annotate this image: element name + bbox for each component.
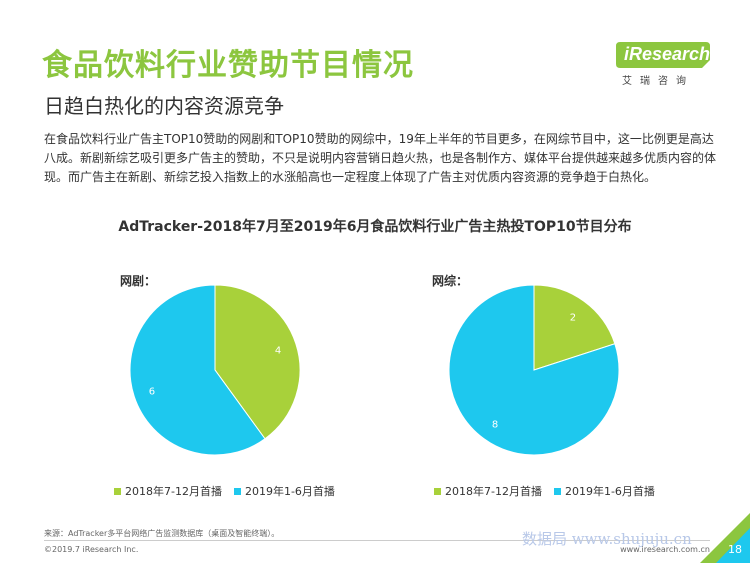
pie-data-label: 2 (570, 312, 576, 323)
pie-slice (448, 284, 620, 456)
legend-web-drama: 2018年7-12月首播 2019年1-6月首播 (114, 483, 335, 499)
legend-item: 2019年1-6月首播 (553, 483, 655, 499)
legend-item: 2018年7-12月首播 (434, 483, 542, 499)
legend-label: 2019年1-6月首播 (564, 485, 655, 498)
legend-swatch (434, 487, 441, 495)
chart-title: AdTracker-2018年7月至2019年6月食品饮料行业广告主热投TOP1… (118, 219, 632, 235)
pie-slice (214, 284, 301, 440)
body-paragraph: 在食品饮料行业广告主TOP10赞助的网剧和TOP10赞助的网综中，19年上半年的… (44, 132, 717, 184)
chart-label-web-variety: 网综： (432, 274, 469, 288)
logo-subtext: 艾瑞咨询 (622, 76, 694, 87)
site-url: www.iresearch.com.cn (620, 545, 710, 554)
source-note: 来源：AdTracker多平台网络广告监测数据库（桌面及智能终端）。 (44, 529, 280, 538)
legend-swatch (553, 487, 561, 495)
legend-swatch (114, 487, 121, 495)
iresearch-logo: iResearch 艾瑞咨询 (616, 42, 710, 90)
footer-divider (44, 540, 710, 541)
legend-item: 2018年7-12月首播 (114, 483, 222, 499)
legend-item: 2019年1-6月首播 (233, 483, 335, 499)
copyright-text: ©2019.7 iResearch Inc. (44, 545, 139, 554)
logo-badge-icon (616, 42, 710, 68)
pie-slice (129, 284, 266, 456)
chart-label-web-drama: 网剧： (120, 274, 157, 288)
logo-text: iResearch (624, 44, 711, 64)
legend-label: 2018年7-12月首播 (445, 485, 542, 498)
legend-swatch (233, 487, 241, 495)
pie-data-label: 8 (492, 420, 498, 431)
page-number: 18 (728, 543, 742, 556)
legend-web-variety: 2018年7-12月首播 2019年1-6月首播 (434, 483, 655, 499)
legend-label: 2019年1-6月首播 (244, 485, 335, 498)
legend-label: 2018年7-12月首播 (125, 485, 222, 498)
watermark: 数据局 www.shujuju.cn (522, 530, 692, 548)
page-subtitle: 日趋白热化的内容资源竞争 (44, 94, 284, 118)
page-title: 食品饮料行业赞助节目情况 (42, 48, 414, 83)
pie-data-label: 4 (275, 346, 281, 357)
pie-data-label: 6 (149, 386, 155, 397)
pie-slice (533, 284, 616, 371)
